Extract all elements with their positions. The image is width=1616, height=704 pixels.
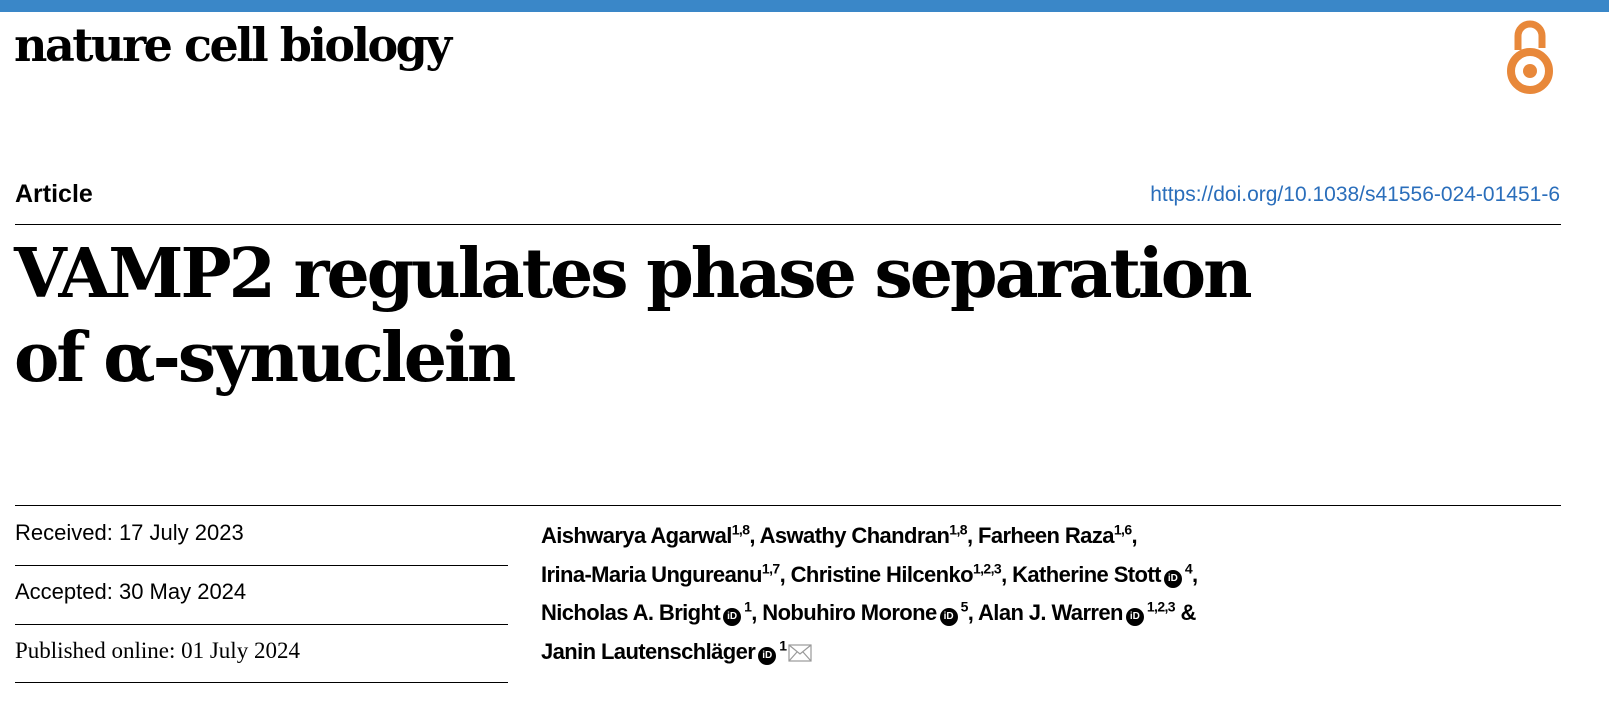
published-date: Published online: 01 July 2024 <box>15 638 300 663</box>
divider <box>15 624 508 625</box>
email-icon[interactable] <box>788 636 812 675</box>
separator: , <box>1001 561 1013 587</box>
author[interactable]: Irina-Maria Ungureanu1,7, <box>541 560 791 587</box>
divider <box>15 224 1561 225</box>
accepted-date: Accepted: 30 May 2024 <box>15 579 247 604</box>
separator: & <box>1174 600 1196 625</box>
separator: , <box>751 600 763 625</box>
author-name[interactable]: Aswathy Chandran <box>759 523 950 548</box>
affiliation-marker[interactable]: 1,2,3 <box>972 560 1002 577</box>
article-title: VAMP2 regulates phase separation of α-sy… <box>14 232 1253 400</box>
journal-logo[interactable]: nature cell biology <box>14 18 452 72</box>
affiliation-marker[interactable]: 1,8 <box>949 521 967 538</box>
affiliation-marker[interactable]: 1 <box>744 598 752 615</box>
author-list: Aishwarya Agarwal1,8, Aswathy Chandran1,… <box>541 517 1581 674</box>
title-line-2: of α-synuclein <box>14 318 516 398</box>
doi-link[interactable]: https://doi.org/10.1038/s41556-024-01451… <box>1150 183 1560 206</box>
affiliation-marker[interactable]: 1,2,3 <box>1146 598 1176 615</box>
separator: , <box>966 523 978 548</box>
affiliation-marker[interactable]: 1 <box>779 637 787 654</box>
author[interactable]: Christine Hilcenko1,2,3, <box>790 560 1013 587</box>
article-type: Article <box>15 180 93 208</box>
separator: , <box>779 561 791 587</box>
author[interactable]: Janin Lautenschläger iD1 <box>541 637 812 665</box>
journal-accent-bar <box>0 0 1609 12</box>
separator: , <box>967 600 979 625</box>
author-name[interactable]: Nobuhiro Morone <box>762 600 937 625</box>
author-name[interactable]: Aishwarya Agarwal <box>541 523 732 548</box>
orcid-icon[interactable]: iD <box>1125 608 1144 626</box>
affiliation-marker[interactable]: 1,8 <box>731 521 750 538</box>
author-name[interactable]: Janin Lautenschläger <box>541 638 756 664</box>
author-name[interactable]: Christine Hilcenko <box>790 561 974 587</box>
author-name[interactable]: Nicholas A. Bright <box>541 600 721 625</box>
separator: , <box>1131 523 1138 548</box>
affiliation-marker[interactable]: 4 <box>1184 560 1193 577</box>
separator: , <box>1192 561 1198 587</box>
author-name[interactable]: Alan J. Warren <box>978 600 1123 625</box>
title-line-1: VAMP2 regulates phase separation <box>14 234 1253 314</box>
open-access-lock-icon <box>1505 20 1555 101</box>
divider <box>15 505 1561 506</box>
orcid-icon[interactable]: iD <box>758 646 777 665</box>
orcid-icon[interactable]: iD <box>939 608 958 626</box>
author[interactable]: Farheen Raza1,6, <box>978 521 1138 548</box>
author[interactable]: Aishwarya Agarwal1,8, <box>541 523 760 548</box>
separator: , <box>749 523 760 548</box>
affiliation-marker[interactable]: 5 <box>960 598 969 615</box>
orcid-icon[interactable]: iD <box>723 608 742 626</box>
divider <box>15 565 508 566</box>
author-name[interactable]: Irina-Maria Ungureanu <box>541 561 762 587</box>
author-name[interactable]: Katherine Stott <box>1012 561 1161 587</box>
author[interactable]: Aswathy Chandran1,8, <box>760 523 978 548</box>
author-name[interactable]: Farheen Raza <box>978 523 1114 548</box>
received-date: Received: 17 July 2023 <box>15 520 244 545</box>
divider <box>15 682 508 683</box>
orcid-icon[interactable]: iD <box>1163 569 1182 588</box>
author[interactable]: Katherine Stott iD4, <box>1012 560 1198 588</box>
affiliation-marker[interactable]: 1,6 <box>1113 521 1132 538</box>
affiliation-marker[interactable]: 1,7 <box>761 560 780 577</box>
author[interactable]: Nobuhiro Morone iD5, <box>762 598 979 626</box>
author[interactable]: Alan J. Warren iD1,2,3 & <box>978 598 1196 626</box>
author[interactable]: Nicholas A. Bright iD1, <box>541 598 763 626</box>
